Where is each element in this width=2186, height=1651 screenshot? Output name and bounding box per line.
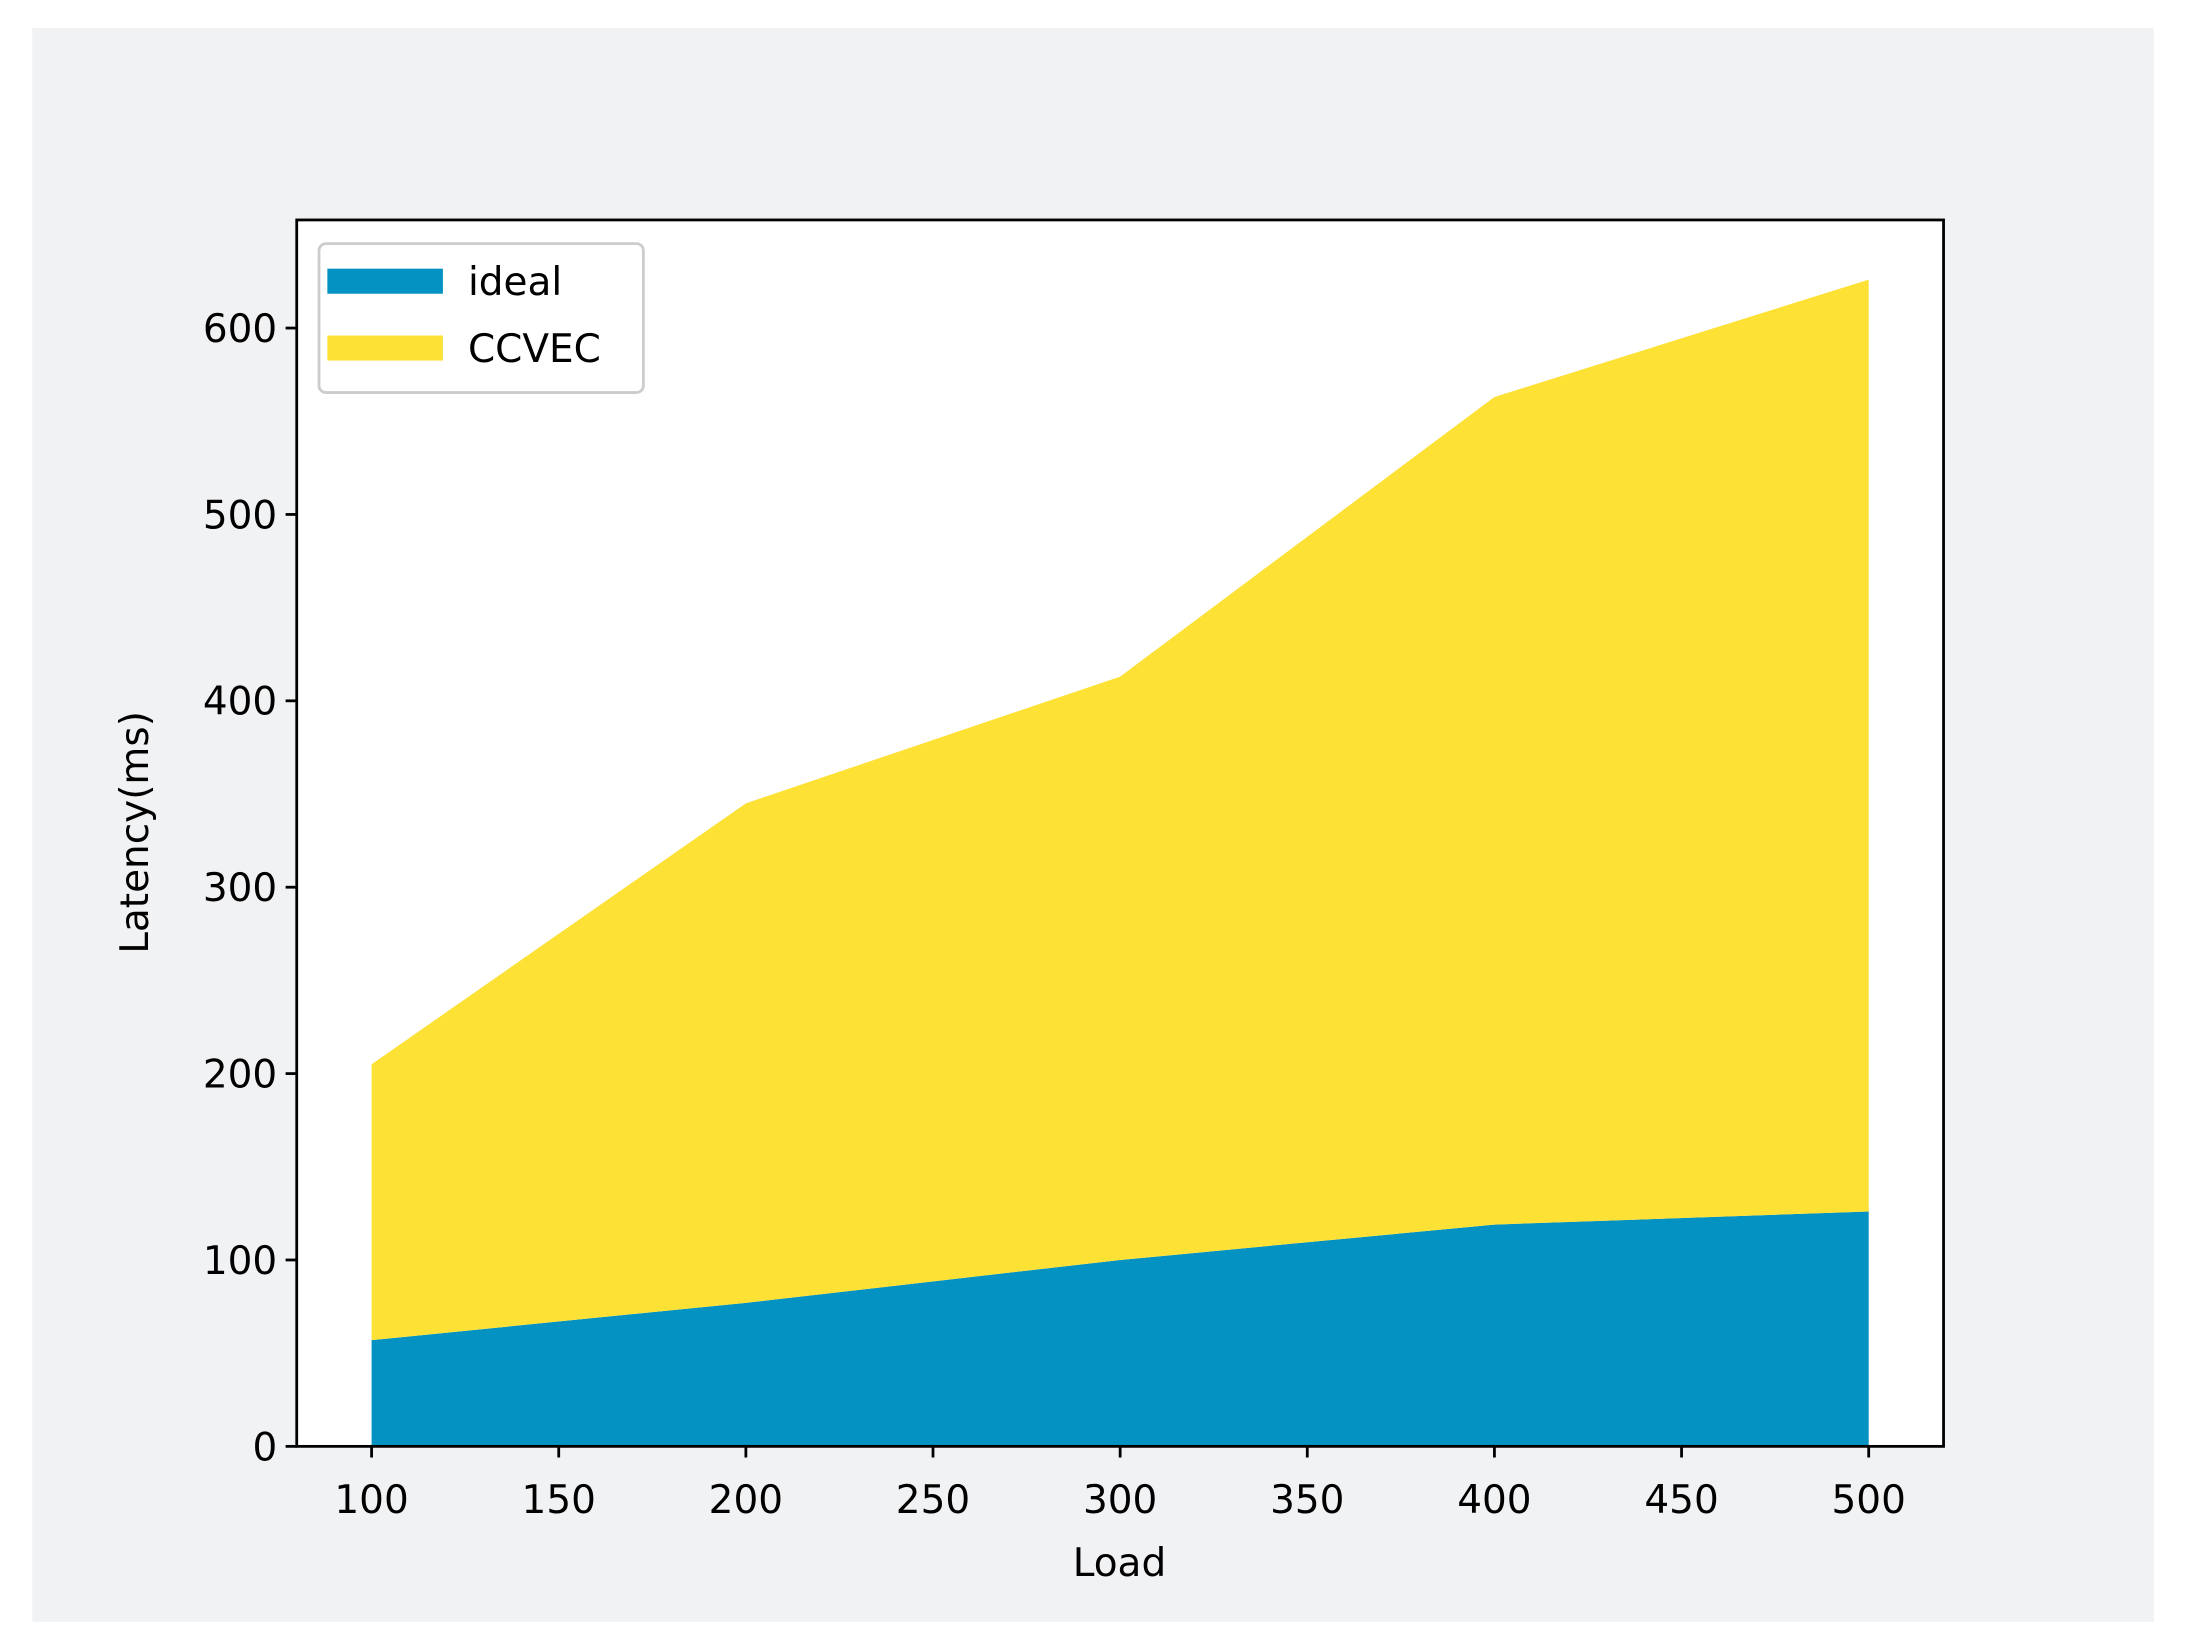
x-tick-label: 400 [1457, 1478, 1531, 1523]
area [371, 279, 1869, 1341]
x-axis-label: Load [1073, 1541, 1166, 1586]
legend-label: CCVEC [468, 327, 601, 372]
x-tick-label: 200 [709, 1478, 783, 1523]
x-tick-label: 500 [1832, 1478, 1906, 1523]
legend-swatch [327, 335, 443, 361]
legend: ideal CCVEC [317, 242, 645, 394]
legend-label: ideal [468, 260, 562, 305]
x-tick-label: 300 [1083, 1478, 1157, 1523]
x-tick-label: 250 [896, 1478, 970, 1523]
legend-swatch [327, 268, 443, 294]
x-tick-label: 350 [1270, 1478, 1344, 1523]
x-tick-label: 150 [522, 1478, 596, 1523]
y-tick-label: 300 [203, 866, 277, 911]
x-tick-label: 450 [1644, 1478, 1718, 1523]
y-tick-label: 600 [203, 307, 277, 352]
y-tick-label: 500 [203, 493, 277, 538]
y-tick-label: 200 [203, 1053, 277, 1098]
x-tick-label: 100 [334, 1478, 408, 1523]
y-tick-label: 0 [252, 1425, 277, 1470]
y-tick-label: 400 [203, 680, 277, 725]
y-axis-label: Latency(ms) [113, 711, 158, 954]
y-tick-label: 100 [203, 1239, 277, 1284]
area [371, 1211, 1869, 1447]
